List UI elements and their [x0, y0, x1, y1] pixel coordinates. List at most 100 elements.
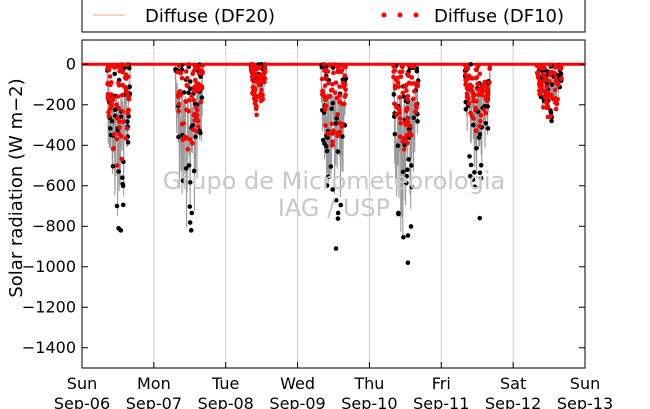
point-df10	[123, 89, 129, 95]
point-black	[478, 175, 484, 181]
legend: Diffuse (DF20) Diffuse (DF10)	[81, 0, 586, 33]
point-df10	[536, 75, 541, 81]
point-df10	[121, 119, 127, 124]
point-black	[558, 71, 564, 77]
point-df10	[556, 82, 561, 88]
point-df10	[106, 109, 111, 115]
point-df10	[545, 89, 551, 95]
point-df10	[552, 87, 558, 93]
point-black	[472, 184, 477, 190]
point-black	[391, 92, 397, 97]
point-black	[404, 173, 409, 179]
point-df10	[114, 116, 120, 121]
point-black	[476, 135, 482, 140]
point-black	[193, 134, 198, 140]
point-black	[120, 183, 126, 189]
point-black	[401, 234, 406, 240]
point-black	[199, 95, 205, 100]
point-df10	[321, 62, 327, 67]
point-black	[333, 246, 339, 251]
point-df10	[254, 104, 259, 109]
point-df10	[544, 99, 549, 105]
point-df10	[391, 74, 396, 80]
grid-lines	[153, 40, 514, 368]
point-black	[463, 106, 469, 112]
point-df10	[405, 140, 410, 146]
point-df10	[114, 163, 120, 168]
point-df10	[343, 87, 348, 93]
point-black	[485, 104, 491, 109]
point-df10	[111, 132, 117, 137]
point-black	[334, 116, 339, 121]
point-df10	[400, 64, 405, 70]
point-black	[326, 174, 331, 179]
point-df10	[476, 92, 481, 97]
point-df10	[464, 91, 470, 96]
point-df10	[413, 109, 418, 115]
point-black	[549, 82, 555, 87]
y-tick-label: −600	[32, 176, 76, 195]
point-black	[109, 118, 115, 124]
point-black	[125, 119, 130, 124]
point-df10	[477, 123, 482, 129]
point-df10	[539, 64, 544, 70]
point-df10	[179, 75, 185, 81]
point-df10	[553, 106, 559, 112]
point-df10	[538, 82, 544, 87]
point-df10	[463, 71, 468, 77]
x-tick-label-day: Wed	[280, 374, 315, 393]
point-black	[340, 134, 345, 139]
point-df10	[471, 94, 476, 99]
point-df10	[415, 83, 421, 89]
y-tick-label: −400	[32, 135, 76, 154]
point-df10	[325, 130, 331, 136]
point-black	[470, 177, 476, 182]
point-df10	[176, 101, 182, 107]
point-df10	[404, 133, 410, 138]
point-df10	[194, 80, 199, 86]
point-df10	[404, 116, 410, 121]
point-df10	[196, 124, 201, 129]
point-df10	[259, 94, 265, 99]
point-df10	[398, 116, 403, 121]
point-df10	[183, 99, 188, 104]
point-df10	[553, 75, 559, 81]
point-black	[125, 140, 131, 145]
point-df10	[400, 90, 406, 96]
point-df10	[463, 66, 469, 72]
point-df10	[125, 62, 130, 67]
point-df10	[554, 62, 560, 68]
point-df10	[559, 76, 564, 82]
point-df10	[407, 129, 412, 135]
point-df10	[487, 63, 493, 68]
point-df10	[261, 69, 267, 75]
point-black	[329, 106, 334, 112]
point-df10	[466, 84, 472, 89]
point-df10	[342, 82, 348, 87]
point-black	[189, 210, 195, 216]
point-df10	[473, 128, 479, 134]
point-black	[118, 228, 124, 233]
point-df10	[546, 78, 552, 84]
point-df10	[107, 74, 113, 79]
point-df10	[253, 96, 258, 102]
x-tick-label-day: Mon	[137, 374, 171, 393]
point-df10	[473, 67, 479, 72]
point-df10	[194, 112, 200, 118]
point-df10	[330, 142, 335, 148]
point-df10	[119, 92, 125, 98]
x-tick-label-date: Sep-09	[269, 394, 325, 409]
point-df10	[476, 62, 481, 68]
point-black	[483, 120, 489, 126]
point-df10	[397, 95, 403, 100]
point-df10	[262, 62, 268, 67]
point-df10	[483, 110, 489, 116]
point-df10	[193, 63, 198, 68]
point-df10	[405, 97, 410, 102]
point-df10	[487, 80, 492, 85]
point-df10	[176, 108, 181, 114]
point-black	[188, 228, 194, 233]
point-df10	[108, 100, 114, 106]
point-df10	[186, 62, 191, 67]
